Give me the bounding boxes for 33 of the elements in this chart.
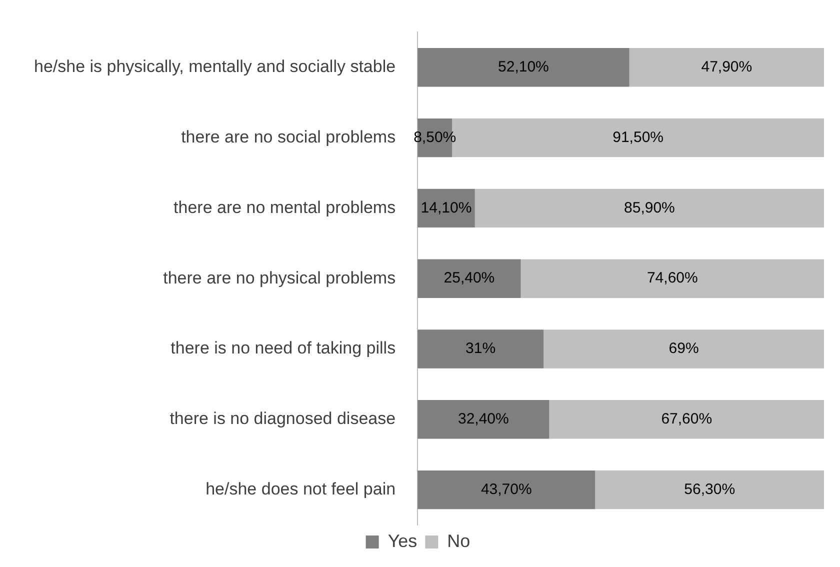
y-tick-label: there are no social problems: [181, 127, 396, 146]
legend-label: No: [447, 530, 470, 551]
data-label: 25,40%: [444, 270, 495, 287]
bar: [474, 188, 824, 228]
bar: [418, 330, 544, 368]
bar: [520, 259, 824, 298]
data-label: 43,70%: [480, 480, 532, 498]
data-label: 67,60%: [661, 410, 712, 428]
data-label: 56,30%: [684, 480, 736, 498]
y-tick-label: he/she is physically, mentally and socially stable: [34, 57, 396, 76]
data-label: 31%: [466, 340, 496, 358]
bar: [629, 48, 824, 87]
y-tick-label: he/she does not feel pain: [206, 479, 396, 498]
bar: [418, 400, 550, 439]
y-tick-label: there is no diagnosed disease: [170, 409, 396, 428]
data-label: 47,90%: [701, 58, 752, 76]
data-label: 85,90%: [624, 199, 675, 216]
data-label: 32,40%: [458, 410, 509, 428]
bar: [544, 330, 824, 368]
y-tick-label: there are no mental problems: [174, 198, 396, 217]
bar: [418, 48, 630, 87]
data-label: 74,60%: [646, 270, 698, 287]
data-label: 14,10%: [420, 199, 472, 216]
data-label: 91,50%: [612, 128, 664, 146]
bar: [549, 400, 824, 439]
data-label: 69%: [668, 340, 699, 358]
bar: [418, 470, 596, 510]
bar: [418, 259, 521, 298]
y-tick-label: there is no need of taking pills: [170, 338, 396, 358]
y-tick-label: there are no physical problems: [163, 268, 396, 288]
legend-label: Yes: [388, 530, 418, 551]
bar: [595, 470, 824, 510]
data-label: 52,10%: [498, 58, 549, 76]
